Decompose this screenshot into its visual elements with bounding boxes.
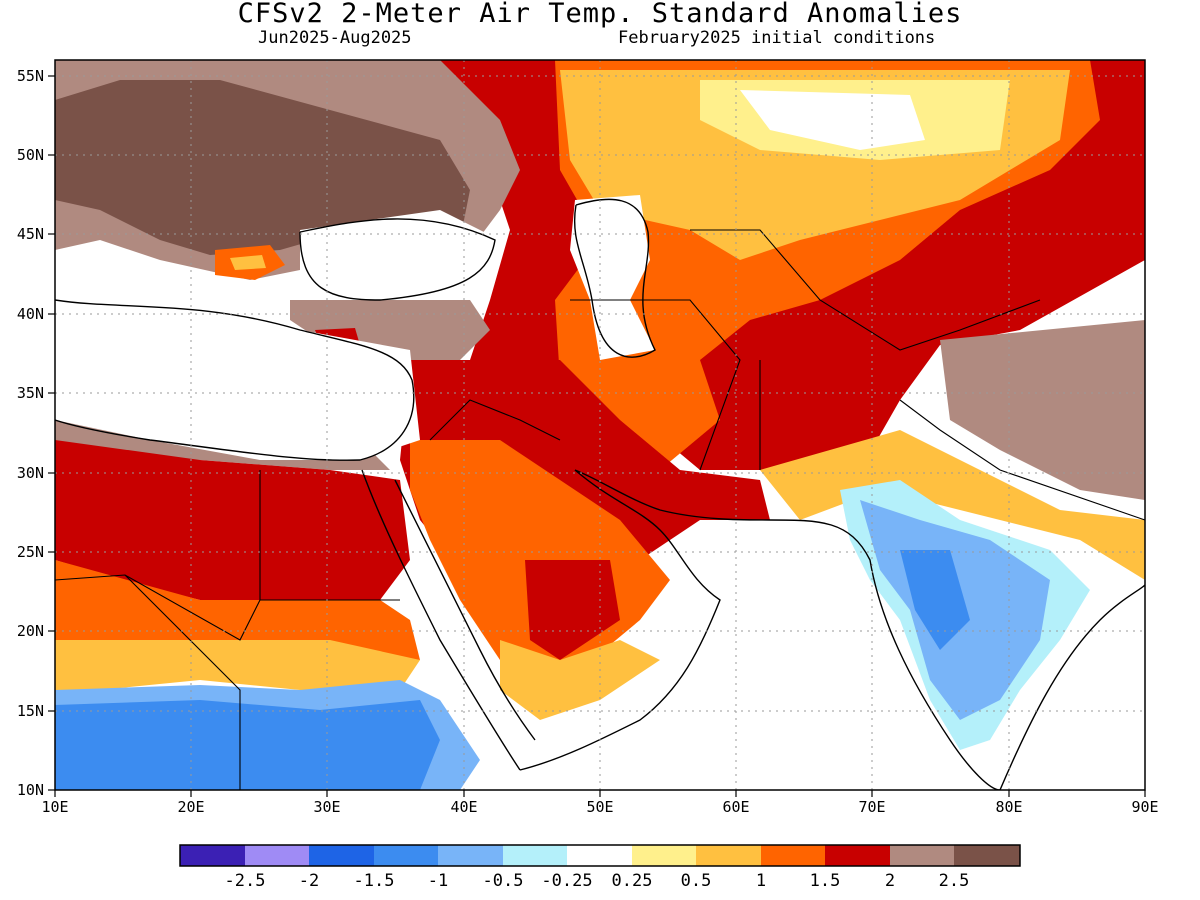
- lat-label-20: 20N: [17, 622, 44, 640]
- colorbar-label-9: 1.5: [810, 871, 841, 891]
- colorbar-swatch-8: [696, 845, 761, 866]
- colorbar-swatches: [180, 845, 1020, 866]
- colorbar-swatch-9: [761, 845, 825, 866]
- coast-caspian: [573, 198, 656, 358]
- region-yellow-balkan-spot: [230, 255, 266, 270]
- lon-label-70: 70E: [858, 798, 885, 816]
- colorbar: -2.5 -2 -1.5 -1 -0.5 -0.25 0.25 0.5 1 1.…: [179, 844, 1021, 891]
- grid-lines: [55, 60, 1145, 790]
- lat-label-15: 15N: [17, 702, 44, 720]
- colorbar-frame: [179, 844, 1021, 867]
- colorbar-label-1: -2: [299, 871, 319, 891]
- chart-title: CFSv2 2-Meter Air Temp. Standard Anomali…: [237, 0, 963, 29]
- colorbar-label-0: -2.5: [225, 871, 266, 891]
- region-lightorange-sahel: [55, 640, 420, 690]
- colorbar-label-6: 0.25: [612, 871, 653, 891]
- region-white-kazakh: [740, 90, 925, 150]
- lat-labels: 55N 50N 45N 40N 35N 30N 25N 20N 15N 10N: [17, 67, 44, 799]
- colorbar-label-11: 2.5: [939, 871, 970, 891]
- coast-mediterranean: [55, 299, 415, 461]
- lat-label-45: 45N: [17, 225, 44, 243]
- colorbar-swatch-4: [438, 845, 503, 866]
- colorbar-swatch-1: [245, 845, 309, 866]
- mediterranean-sea: [55, 300, 420, 460]
- lat-label-50: 50N: [17, 146, 44, 164]
- colorbar-label-3: -1: [428, 871, 448, 891]
- coast-india: [769, 519, 1145, 790]
- colorbar-swatch-5: [503, 845, 567, 866]
- lat-label-25: 25N: [17, 543, 44, 561]
- colorbar-label-7: 0.5: [681, 871, 712, 891]
- region-lightorange-yemen: [500, 640, 660, 720]
- lon-label-10: 10E: [41, 798, 68, 816]
- region-orange-indus: [760, 430, 1145, 580]
- colorbar-label-5: -0.25: [541, 871, 592, 891]
- lat-label-35: 35N: [17, 384, 44, 402]
- colorbar-swatch-0: [180, 845, 245, 866]
- coast-black-sea: [299, 218, 496, 301]
- region-orange-sahel: [55, 560, 420, 660]
- lat-label-40: 40N: [17, 305, 44, 323]
- lat-label-30: 30N: [17, 464, 44, 482]
- region-darkbrown-europe: [55, 80, 470, 255]
- colorbar-label-10: 2: [885, 871, 895, 891]
- lon-labels: 10E 20E 30E 40E 50E 60E 70E 80E 90E: [41, 798, 1158, 816]
- coast-red-sea: [361, 469, 536, 771]
- lon-label-60: 60E: [722, 798, 749, 816]
- colorbar-label-2: -1.5: [354, 871, 395, 891]
- lon-label-50: 50E: [586, 798, 613, 816]
- colorbar-labels: -2.5 -2 -1.5 -1 -0.5 -0.25 0.25 0.5 1 1.…: [225, 871, 970, 891]
- lon-label-30: 30E: [313, 798, 340, 816]
- region-blue-sahel: [55, 700, 440, 790]
- tick-marks: [48, 75, 1146, 797]
- colorbar-swatch-11: [890, 845, 954, 866]
- colorbar-swatch-3: [374, 845, 438, 866]
- colorbar-swatch-6: [567, 845, 632, 866]
- region-brown-tibet: [940, 320, 1145, 500]
- lon-label-20: 20E: [177, 798, 204, 816]
- colorbar-swatch-2: [309, 845, 374, 866]
- region-deepblue-india: [900, 550, 970, 650]
- caspian-sea: [570, 195, 655, 360]
- colorbar-swatch-7: [632, 845, 696, 866]
- lon-label-80: 80E: [995, 798, 1022, 816]
- lon-label-90: 90E: [1131, 798, 1158, 816]
- lat-label-55: 55N: [17, 67, 44, 85]
- black-sea: [300, 210, 500, 300]
- region-red-arabia: [525, 560, 620, 660]
- forecast-period: Jun2025-Aug2025: [258, 28, 412, 48]
- colorbar-swatch-12: [954, 845, 1020, 866]
- colorbar-label-8: 1: [756, 871, 766, 891]
- lon-label-40: 40E: [450, 798, 477, 816]
- colorbar-swatch-10: [825, 845, 890, 866]
- region-red-sahara: [55, 440, 410, 600]
- colorbar-label-4: -0.5: [483, 871, 524, 891]
- border-lines: [55, 229, 1145, 790]
- initial-conditions: February2025 initial conditions: [618, 28, 936, 48]
- lat-label-10: 10N: [17, 781, 44, 799]
